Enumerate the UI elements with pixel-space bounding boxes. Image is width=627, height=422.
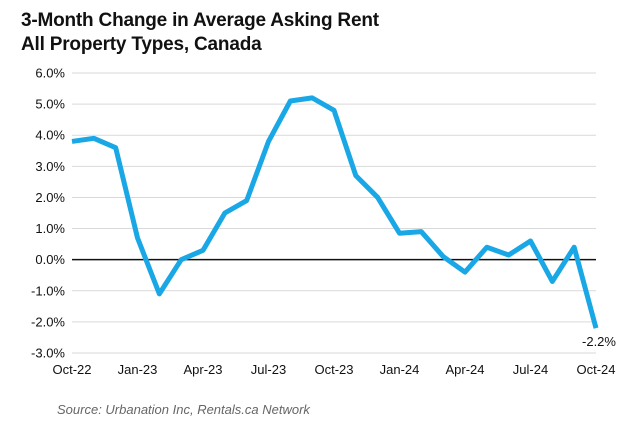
x-tick-label: Apr-23 — [183, 362, 222, 377]
y-tick-label: 2.0% — [35, 190, 65, 205]
data-point — [572, 245, 577, 250]
data-point — [397, 231, 402, 236]
chart-title-block: 3-Month Change in Average Asking Rent Al… — [21, 9, 379, 57]
y-tick-label: -3.0% — [31, 346, 65, 361]
data-point — [288, 99, 293, 104]
series-line — [71, 95, 599, 329]
x-tick-label: Jan-24 — [380, 362, 420, 377]
data-point — [550, 279, 555, 284]
data-point — [244, 198, 249, 203]
data-point — [463, 270, 468, 275]
data-label: -2.2% — [582, 334, 616, 349]
data-point — [310, 95, 315, 100]
x-tick-label: Apr-24 — [445, 362, 484, 377]
y-tick-label: 5.0% — [35, 97, 65, 112]
data-point — [441, 254, 446, 259]
x-tick-label: Oct-24 — [576, 362, 615, 377]
y-tick-label: -1.0% — [31, 283, 65, 298]
chart-title: 3-Month Change in Average Asking Rent — [21, 10, 379, 31]
data-point — [353, 173, 358, 178]
x-tick-label: Jan-23 — [118, 362, 158, 377]
data-point — [332, 108, 337, 113]
y-tick-label: 6.0% — [35, 66, 65, 81]
y-tick-label: 1.0% — [35, 221, 65, 236]
data-point — [201, 248, 206, 253]
x-tick-label: Oct-22 — [52, 362, 91, 377]
data-point — [70, 139, 75, 144]
data-point — [179, 257, 184, 262]
y-tick-label: 0.0% — [35, 252, 65, 267]
x-tick-label: Jul-24 — [513, 362, 548, 377]
data-point — [157, 291, 162, 296]
chart-source: Source: Urbanation Inc, Rentals.ca Netwo… — [57, 402, 310, 417]
data-point — [91, 136, 96, 141]
data-point — [528, 239, 533, 244]
y-tick-label: -2.0% — [31, 314, 65, 329]
y-tick-label: 4.0% — [35, 128, 65, 143]
data-point — [375, 195, 380, 200]
chart-subtitle: All Property Types, Canada — [21, 34, 262, 55]
y-tick-label: 3.0% — [35, 159, 65, 174]
data-point — [222, 211, 227, 216]
x-tick-label: Jul-23 — [251, 362, 286, 377]
data-point — [266, 139, 271, 144]
data-point — [506, 253, 511, 258]
data-point — [135, 235, 140, 240]
data-point — [419, 229, 424, 234]
x-tick-label: Oct-23 — [314, 362, 353, 377]
data-point — [113, 145, 118, 150]
data-point — [594, 326, 599, 331]
data-point — [484, 245, 489, 250]
